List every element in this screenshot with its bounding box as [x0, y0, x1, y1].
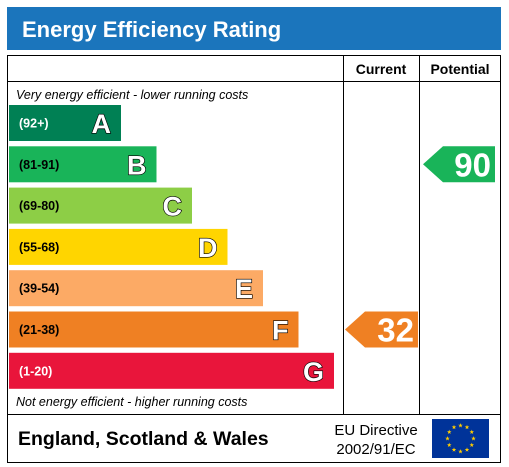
- eu-star-icon: [445, 436, 450, 441]
- directive-line-2: 2002/91/EC: [336, 441, 415, 458]
- band-letter-a: A: [92, 109, 112, 139]
- rating-arrows: 32 90: [345, 146, 495, 349]
- band-letter-c: C: [163, 192, 183, 222]
- band-bar-b: [9, 146, 157, 183]
- eu-star-icon: [451, 447, 457, 452]
- eu-star-icon: [451, 424, 457, 430]
- band-range-g: (1-20): [19, 364, 52, 378]
- top-note: Very energy efficient - lower running co…: [16, 88, 248, 102]
- eu-star-icon: [458, 449, 463, 454]
- band-range-c: (69-80): [19, 199, 59, 213]
- band-letter-e: E: [235, 274, 253, 304]
- band-letter-f: F: [272, 316, 289, 346]
- eu-star-icon: [464, 447, 470, 452]
- title-bar: [7, 7, 501, 50]
- current-rating-arrow: [345, 311, 418, 348]
- band-letter-b: B: [127, 150, 147, 180]
- current-header: Current: [356, 61, 407, 77]
- band-letter-d: D: [198, 233, 218, 263]
- table-frame: [7, 55, 501, 463]
- band-range-f: (21-38): [19, 323, 59, 337]
- band-bar-e: [9, 270, 263, 307]
- eu-star-icon: [446, 429, 452, 434]
- eu-star-icon: [464, 424, 470, 430]
- eu-star-icon: [458, 423, 463, 428]
- chart-title: Energy Efficiency Rating: [22, 17, 281, 42]
- current-rating-value: 32: [377, 312, 414, 349]
- rating-bands: (92+) A (81-91) B (69-80) C (55-68) D (39-54) E (2…: [9, 105, 334, 389]
- band-letter-g: G: [303, 357, 324, 387]
- eu-star-icon: [471, 436, 476, 441]
- potential-rating-value: 90: [454, 146, 491, 183]
- potential-header: Potential: [430, 61, 489, 77]
- band-bar-c: [9, 187, 192, 224]
- eu-star-icon: [469, 442, 475, 447]
- band-bar-f: [9, 311, 299, 348]
- band-bar-g: [9, 352, 334, 389]
- band-bar-d: [9, 228, 228, 265]
- band-range-a: (92+): [19, 117, 49, 131]
- bottom-note: Not energy efficient - higher running co…: [16, 395, 247, 409]
- band-range-b: (81-91): [19, 158, 59, 172]
- eu-flag-icon: [432, 419, 489, 458]
- footer-region: England, Scotland & Wales: [18, 428, 269, 450]
- band-range-d: (55-68): [19, 240, 59, 254]
- eu-star-icon: [469, 429, 475, 434]
- potential-rating-arrow: [423, 146, 495, 183]
- eu-star-icon: [446, 442, 452, 447]
- band-range-e: (39-54): [19, 282, 59, 296]
- band-bar-a: [9, 105, 121, 141]
- directive-line-1: EU Directive: [334, 422, 417, 439]
